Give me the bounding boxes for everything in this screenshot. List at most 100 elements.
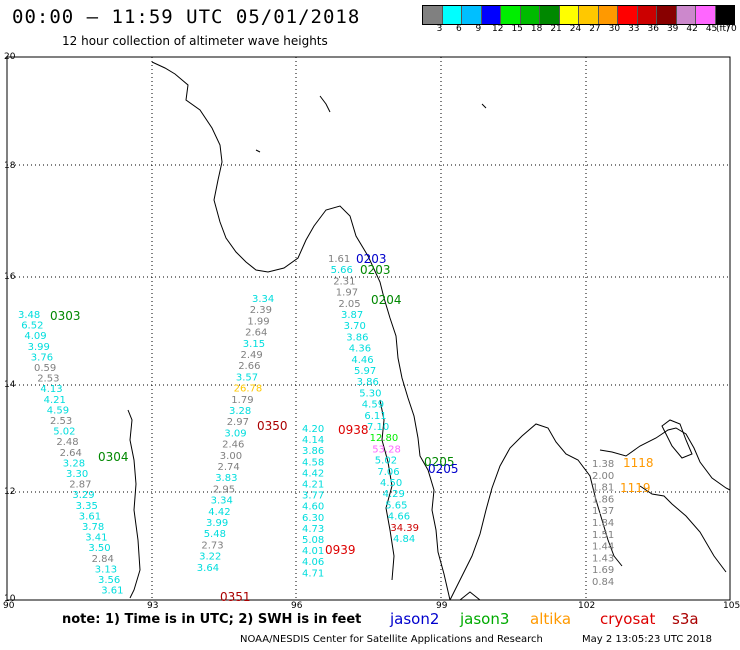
wave-height-label: 26.78 <box>234 384 263 395</box>
legend-jason2: jason2 <box>390 610 440 628</box>
wave-height-label: 5.97 <box>354 366 376 377</box>
color-swatch <box>598 6 618 24</box>
wave-height-label: 3.76 <box>31 352 53 363</box>
wave-height-label: 4.06 <box>302 557 324 568</box>
wave-height-label: 12.80 <box>370 433 399 444</box>
wave-height-label: 5.65 <box>385 500 407 511</box>
wave-height-label: 5.02 <box>375 456 397 467</box>
color-scale-label: 15 <box>511 24 523 34</box>
wave-height-label: 3.86 <box>346 332 368 343</box>
wave-height-label: 0.59 <box>34 363 56 374</box>
legend-jason3: jason3 <box>460 610 510 628</box>
lon-label-96: 96 <box>291 601 303 611</box>
pass-time-label: 0350 <box>257 419 288 433</box>
wave-height-label: 1.99 <box>247 316 269 327</box>
lat-label-20: 20 <box>4 52 16 62</box>
lat-lon-grid <box>7 57 730 600</box>
pass-time-label: 1118 <box>623 456 654 470</box>
wave-height-label: 5.08 <box>302 535 324 546</box>
wave-height-label: 34.39 <box>390 523 419 534</box>
pass-time-label: 0351 <box>220 590 251 604</box>
wave-height-label: 3.13 <box>95 564 117 575</box>
wave-height-label: 6.30 <box>302 513 324 524</box>
wave-height-label: 3.86 <box>357 377 379 388</box>
pass-time-label: 0205 <box>424 455 455 469</box>
wave-height-label: 2.46 <box>222 440 244 451</box>
color-scale-label: 12 <box>492 24 504 34</box>
wave-height-label: 7.06 <box>377 467 399 478</box>
wave-height-label: 3.86 <box>302 446 324 457</box>
color-swatch <box>559 6 579 24</box>
wave-height-label: 3.99 <box>206 518 228 529</box>
wave-height-label: 6.52 <box>21 321 43 332</box>
wave-height-label: 4.46 <box>351 355 373 366</box>
wave-height-label: 4.42 <box>208 507 230 518</box>
wave-height-label: 1.51 <box>592 530 614 541</box>
pass-time-label: 0939 <box>325 543 356 557</box>
wave-height-label: 3.78 <box>82 522 104 533</box>
wave-height-label: 2.73 <box>201 540 223 551</box>
wave-height-label: 4.21 <box>302 480 324 491</box>
wave-height-label: 1.81 <box>592 483 614 494</box>
map-subtitle: 12 hour collection of altimeter wave hei… <box>62 34 328 48</box>
color-scale-label: 39 <box>666 24 679 34</box>
lon-label-99: 99 <box>436 601 448 611</box>
wave-height-label: 3.61 <box>101 586 123 597</box>
color-scale-label: 33 <box>628 24 640 34</box>
color-scale-label: 70 <box>725 24 737 34</box>
wave-height-label: 4.58 <box>302 457 324 468</box>
map-title: 00:00 – 11:59 UTC 05/01/2018 <box>12 6 361 28</box>
wave-height-label: 4.21 <box>44 395 66 406</box>
track-layer: 3.486.524.093.993.760.592.534.134.214.59… <box>18 252 654 604</box>
pass-time-label: 0304 <box>98 450 129 464</box>
color-swatch <box>637 6 657 24</box>
color-swatch <box>676 6 696 24</box>
wave-height-label: 3.48 <box>18 310 40 321</box>
lon-label-93: 93 <box>147 601 159 611</box>
wave-height-label: 3.34 <box>252 294 274 305</box>
color-scale-label: 30 <box>608 24 621 34</box>
wave-height-label: 2.87 <box>69 480 91 491</box>
lat-label-10: 10 <box>4 594 16 604</box>
color-swatch <box>540 6 560 24</box>
legend-cryosat: cryosat <box>600 610 656 628</box>
wave-height-label: 4.09 <box>24 331 46 342</box>
wave-height-label: 4.60 <box>302 502 324 513</box>
footer-timestamp: May 2 13:05:23 UTC 2018 <box>582 634 712 645</box>
wave-height-label: 1.38 <box>592 459 614 470</box>
wave-height-label: 5.30 <box>359 388 381 399</box>
wave-height-label: 1.97 <box>336 288 358 299</box>
wave-height-label: 3.28 <box>63 458 85 469</box>
wave-height-label: 3.30 <box>66 469 88 480</box>
color-scale-label: 21 <box>550 24 562 34</box>
wave-height-label: 5.48 <box>204 529 226 540</box>
pass-time-label: 0203 <box>356 252 387 266</box>
wave-height-label: 3.28 <box>229 406 251 417</box>
wave-height-label: 1.69 <box>592 565 614 576</box>
wave-height-label: 4.59 <box>47 405 69 416</box>
color-swatch <box>423 6 443 24</box>
wave-height-label: 1.61 <box>328 254 350 265</box>
wave-height-label: 2.64 <box>245 328 267 339</box>
wave-height-label: 3.00 <box>220 451 242 462</box>
pass-time-label: 0204 <box>371 293 402 307</box>
wave-height-label: 2.49 <box>241 350 263 361</box>
wave-height-label: 5.02 <box>53 427 75 438</box>
color-scale-bar <box>422 5 735 25</box>
wave-height-label: 4.01 <box>302 546 324 557</box>
lon-label-90: 90 <box>3 601 15 611</box>
lon-label-105: 105 <box>723 601 740 611</box>
wave-height-label: 7.10 <box>367 422 389 433</box>
wave-height-label: 1.86 <box>592 494 614 505</box>
wave-height-label: 2.48 <box>56 437 78 448</box>
wave-height-label: 2.64 <box>60 448 82 459</box>
wave-height-label: 2.95 <box>213 484 235 495</box>
wave-height-label: 3.34 <box>211 496 233 507</box>
color-scale-label: 18 <box>530 24 543 34</box>
color-scale-label: 24 <box>569 24 582 34</box>
wave-height-label: 2.53 <box>37 374 59 385</box>
wave-height-label: 2.00 <box>592 471 614 482</box>
wave-height-label: 4.29 <box>383 489 405 500</box>
wave-height-label: 1.44 <box>592 542 614 553</box>
color-scale-unit: (ft) <box>716 24 730 34</box>
